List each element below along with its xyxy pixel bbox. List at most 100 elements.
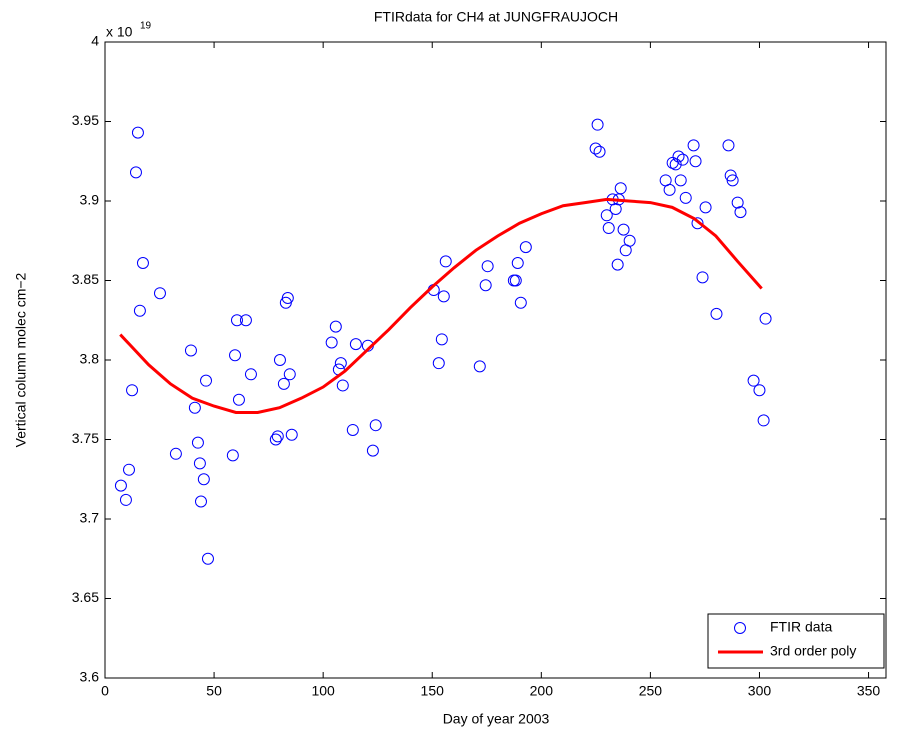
x-tick-label: 50 (206, 683, 222, 699)
data-point (232, 393, 245, 406)
y-tick-label: 3.85 (72, 271, 99, 287)
data-point (230, 314, 243, 327)
data-point (129, 166, 142, 179)
legend-label: FTIR data (770, 619, 832, 635)
data-point (672, 150, 685, 163)
data-point (366, 444, 379, 457)
data-point (169, 447, 182, 460)
fit-line (119, 197, 763, 414)
data-point (589, 142, 602, 155)
data-point (689, 155, 702, 168)
data-point (731, 196, 744, 209)
data-point (699, 201, 712, 214)
data-point (600, 209, 613, 222)
data-point (329, 320, 342, 333)
data-point (722, 139, 735, 152)
x-tick-label: 350 (857, 683, 881, 699)
data-point (285, 428, 298, 441)
data-point (691, 217, 704, 230)
x-tick-label: 250 (639, 683, 663, 699)
data-point (191, 436, 204, 449)
data-point (509, 274, 522, 287)
data-point (696, 271, 709, 284)
data-point (194, 495, 207, 508)
data-point (710, 307, 723, 320)
data-point (269, 433, 282, 446)
y-tick-label: 3.9 (80, 192, 100, 208)
plot-frame (104, 41, 887, 679)
y-tick-label: 4 (91, 33, 99, 49)
data-point (336, 379, 349, 392)
data-point (511, 257, 524, 270)
x-tick-label: 200 (530, 683, 554, 699)
data-point (239, 314, 252, 327)
data-point (271, 430, 284, 443)
data-point (623, 234, 636, 247)
data-point (663, 183, 676, 196)
data-point (757, 414, 770, 427)
data-point (676, 153, 689, 166)
y-tick-label: 3.8 (80, 351, 100, 367)
data-point (244, 368, 257, 381)
y-multiplier: x 10 (106, 24, 133, 40)
data-point (131, 126, 144, 139)
data-point (679, 191, 692, 204)
data-point (747, 374, 760, 387)
data-point (479, 279, 492, 292)
data-point (153, 287, 166, 300)
data-point (119, 493, 132, 506)
y-axis-label: Vertical column molec cm−2 (13, 272, 29, 447)
data-point (617, 223, 630, 236)
y-exponent: 19 (140, 21, 152, 32)
data-point (283, 368, 296, 381)
data-point (519, 241, 532, 254)
data-point (114, 479, 127, 492)
data-point (687, 139, 700, 152)
y-tick-label: 3.65 (72, 589, 99, 605)
y-tick-label: 3.95 (72, 112, 99, 128)
data-point (188, 401, 201, 414)
data-point (346, 423, 359, 436)
data-point (669, 158, 682, 171)
data-point (759, 312, 772, 325)
data-point (277, 377, 290, 390)
data-point (281, 291, 294, 304)
data-point (481, 260, 494, 273)
data-point (437, 290, 450, 303)
data-point (200, 374, 213, 387)
x-tick-label: 150 (421, 683, 445, 699)
chart-title: FTIRdata for CH4 at JUNGFRAUJOCH (374, 9, 618, 25)
data-point (133, 304, 146, 317)
data-point (591, 118, 604, 131)
data-point (611, 258, 624, 271)
x-tick-label: 300 (748, 683, 772, 699)
data-point (435, 333, 448, 346)
data-point (753, 384, 766, 397)
data-point (473, 360, 486, 373)
y-tick-label: 3.6 (80, 669, 100, 685)
data-point (229, 349, 242, 362)
data-point (734, 206, 747, 219)
data-point (432, 357, 445, 370)
data-point (122, 463, 135, 476)
x-tick-label: 0 (101, 683, 109, 699)
data-point (273, 354, 286, 366)
x-tick-label: 100 (311, 683, 335, 699)
data-point (197, 473, 210, 486)
legend-marker (734, 622, 746, 634)
data-point (726, 174, 739, 187)
data-point (369, 419, 382, 432)
data-point (593, 145, 606, 158)
data-point (602, 222, 615, 235)
data-point (226, 449, 239, 462)
data-point (514, 296, 527, 309)
data-point (439, 255, 452, 268)
data-point (136, 257, 149, 270)
data-point (325, 336, 338, 349)
legend-label: 3rd order poly (770, 643, 856, 659)
y-tick-label: 3.75 (72, 430, 99, 446)
data-point (201, 552, 214, 565)
data-point (193, 457, 206, 470)
x-axis-label: Day of year 2003 (443, 711, 550, 727)
